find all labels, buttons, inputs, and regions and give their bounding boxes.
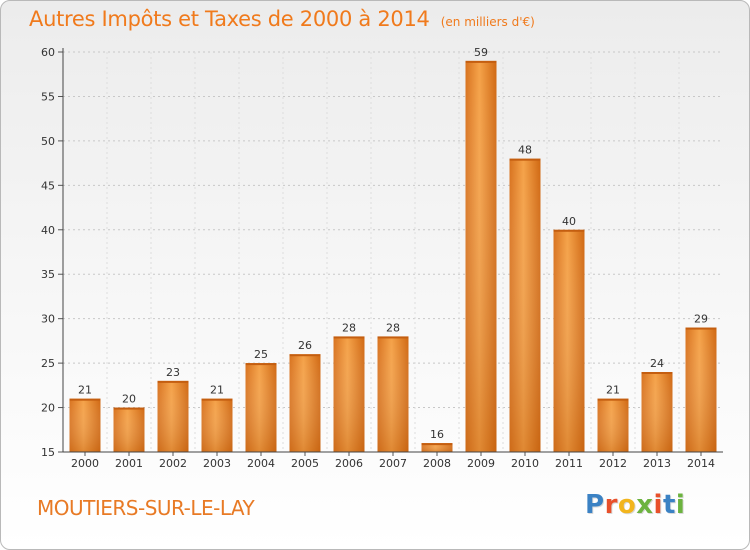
bar-shade bbox=[289, 354, 321, 452]
bar-shade bbox=[113, 407, 145, 452]
bar-shade bbox=[157, 380, 189, 452]
bar-top-edge bbox=[421, 443, 453, 446]
x-tick-label: 2014 bbox=[687, 457, 715, 470]
chart-unit-text: (en milliers d'€) bbox=[440, 15, 535, 29]
x-tick-label: 2000 bbox=[71, 457, 99, 470]
y-tick-label: 55 bbox=[41, 90, 55, 103]
y-tick-label: 30 bbox=[41, 313, 55, 326]
x-tick-label: 2011 bbox=[555, 457, 583, 470]
bar-top-edge bbox=[289, 354, 321, 357]
bar-top-edge bbox=[641, 372, 673, 374]
x-tick-label: 2006 bbox=[335, 457, 363, 470]
bar-top-edge bbox=[113, 407, 145, 410]
bar-top-edge bbox=[553, 229, 585, 232]
brand-letter: x bbox=[636, 490, 654, 520]
bar-shade bbox=[201, 398, 233, 452]
x-tick-label: 2004 bbox=[247, 457, 275, 470]
brand-letter: P bbox=[585, 490, 605, 520]
bar-value-label: 21 bbox=[606, 384, 620, 397]
chart-title: Autres Impôts et Taxes de 2000 à 2014 (e… bbox=[29, 7, 535, 31]
bar-value-label: 40 bbox=[562, 215, 576, 228]
bar-shade bbox=[597, 398, 629, 452]
bar-shade bbox=[333, 336, 365, 452]
bar-top-edge bbox=[465, 60, 497, 63]
bar-value-label: 21 bbox=[210, 384, 224, 397]
y-tick-label: 25 bbox=[41, 357, 55, 370]
axes: 15 20 25 30 35 40 45 50 55 60 2000 2001 2002 2003 2004… bbox=[41, 46, 723, 470]
x-tick-label: 2008 bbox=[423, 457, 451, 470]
x-tick-label: 2010 bbox=[511, 457, 539, 470]
bar-top-edge bbox=[377, 336, 409, 339]
bar-shade bbox=[641, 372, 673, 452]
bar-value-label: 29 bbox=[694, 313, 708, 326]
x-tick-label: 2001 bbox=[115, 457, 143, 470]
x-tick-label: 2003 bbox=[203, 457, 231, 470]
brand-letter: i bbox=[653, 490, 663, 520]
brand-letter: r bbox=[604, 490, 618, 520]
bar-value-label: 21 bbox=[78, 384, 92, 397]
brand-logo: Proxiti bbox=[585, 490, 685, 520]
y-tick-label: 45 bbox=[41, 179, 55, 192]
bar-top-edge bbox=[157, 380, 189, 383]
bar-shade bbox=[377, 336, 409, 452]
x-tick-label: 2007 bbox=[379, 457, 407, 470]
bar-value-label: 26 bbox=[298, 339, 312, 352]
bar-top-edge bbox=[245, 363, 277, 366]
y-tick-label: 60 bbox=[41, 46, 55, 59]
bar-shade bbox=[465, 60, 497, 453]
bar-shade bbox=[421, 443, 453, 452]
bar-top-edge bbox=[69, 398, 101, 401]
bar-shade bbox=[509, 158, 541, 452]
bar-shade bbox=[553, 229, 585, 452]
y-tick-label: 15 bbox=[41, 446, 55, 459]
y-tick-label: 20 bbox=[41, 402, 55, 415]
x-tick-label: 2002 bbox=[159, 457, 187, 470]
chart-title-text: Autres Impôts et Taxes de 2000 à 2014 bbox=[29, 7, 430, 31]
brand-letter: i bbox=[675, 490, 686, 520]
y-tick-label: 35 bbox=[41, 268, 55, 281]
bar-value-label: 28 bbox=[386, 321, 400, 334]
bar-shade bbox=[685, 327, 717, 452]
bar-value-label: 23 bbox=[166, 366, 180, 379]
bar-value-label: 24 bbox=[650, 357, 664, 370]
y-tick-label: 50 bbox=[41, 135, 55, 148]
bar-shade bbox=[245, 363, 277, 452]
bar-value-label: 25 bbox=[254, 348, 268, 361]
bar-value-label: 20 bbox=[122, 393, 136, 406]
bar-top-edge bbox=[597, 398, 629, 401]
x-tick-label: 2009 bbox=[467, 457, 495, 470]
bar-value-label: 59 bbox=[474, 46, 488, 59]
x-tick-label: 2005 bbox=[291, 457, 319, 470]
bar-value-label: 28 bbox=[342, 321, 356, 334]
location-name: MOUTIERS-SUR-LE-LAY bbox=[37, 496, 255, 520]
brand-letter: t bbox=[662, 490, 676, 520]
y-tick-label: 40 bbox=[41, 224, 55, 237]
x-tick-label: 2013 bbox=[643, 457, 671, 470]
bar-top-edge bbox=[333, 336, 365, 339]
bar-top-edge bbox=[201, 398, 233, 401]
x-tick-label: 2012 bbox=[599, 457, 627, 470]
bars: 21 20 23 21 25 26 28 28 16 59 48 40 21 24 29 bbox=[69, 46, 717, 453]
bar-top-edge bbox=[509, 158, 541, 161]
brand-letter: o bbox=[617, 490, 637, 520]
bar-shade bbox=[69, 398, 101, 452]
bar-top-edge bbox=[685, 327, 717, 330]
bar-value-label: 16 bbox=[430, 428, 444, 441]
bar-value-label: 48 bbox=[518, 144, 532, 157]
